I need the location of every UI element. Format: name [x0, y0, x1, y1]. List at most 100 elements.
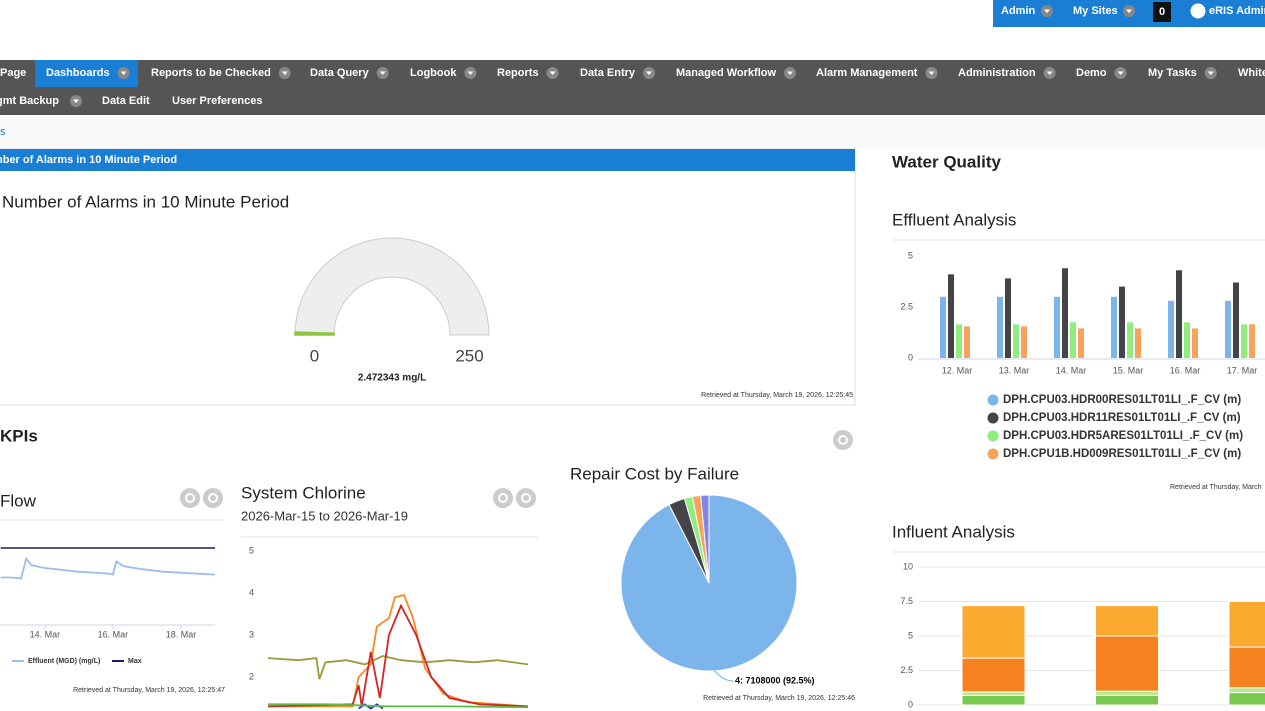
label-connector [712, 668, 734, 682]
expand-button[interactable] [833, 430, 853, 450]
nav-item[interactable]: Logbook [410, 67, 457, 79]
nav-item[interactable]: Page [0, 67, 26, 79]
dropdown-arrow-glyph [1207, 71, 1214, 75]
bar [1168, 300, 1174, 358]
icon-glyph [185, 493, 195, 503]
bar [1054, 296, 1060, 358]
y-tick-label: 3 [249, 629, 254, 639]
x-tick-label: 17. Mar [1227, 365, 1258, 375]
nav-item[interactable]: gmt Backup [0, 95, 59, 107]
bar [1192, 328, 1198, 358]
dropdown-arrow-glyph [1046, 71, 1053, 75]
line-series [0, 556, 215, 580]
avatar[interactable] [1190, 3, 1206, 19]
bar [1062, 268, 1068, 358]
chart-title: Flow [0, 491, 37, 510]
stacked-bar-segment [1095, 635, 1159, 692]
y-tick-label: 0 [908, 699, 913, 709]
legend-label[interactable]: DPH.CPU03.HDR11RES01LT01LI_.F_CV (m) [1003, 412, 1241, 424]
icon-buttons [180, 430, 853, 508]
dropdown-arrow-glyph [73, 99, 79, 103]
bar [1127, 322, 1133, 358]
x-tick-label: 12. Mar [942, 365, 973, 375]
line-series [268, 594, 528, 708]
breadcrumb[interactable]: s [0, 126, 6, 138]
bar [940, 296, 946, 358]
dropdown-arrow-glyph [1044, 9, 1050, 13]
bar [1249, 324, 1255, 358]
nav-item[interactable]: White [1238, 67, 1265, 79]
nav-item[interactable]: Administration [958, 67, 1036, 79]
stacked-bar-segment [1228, 692, 1265, 706]
legend-label[interactable]: Max [128, 658, 142, 665]
bar [1021, 326, 1027, 358]
nav-item[interactable]: User Preferences [172, 95, 263, 107]
user-name[interactable]: eRIS Admin [1209, 5, 1265, 17]
nav-item[interactable]: Data Edit [102, 95, 150, 107]
y-tick-label: 5 [908, 630, 913, 640]
nav-item[interactable]: Demo [1076, 67, 1107, 79]
badge-box [1153, 2, 1171, 22]
y-tick-label: 4 [249, 587, 254, 597]
refresh-button[interactable] [493, 488, 513, 508]
x-tick-label: 13. Mar [999, 365, 1030, 375]
line-series [268, 603, 528, 708]
legend-label[interactable]: DPH.CPU1B.HD009RES01LT01LI_.F_CV (m) [1003, 448, 1241, 460]
gauge-min: 0 [310, 346, 319, 365]
nav-item[interactable]: Managed Workflow [676, 67, 776, 79]
dropdown-arrow-glyph [549, 71, 556, 75]
stacked-bar-segment [1228, 601, 1265, 648]
top-menu-item[interactable]: Admin [1001, 5, 1036, 17]
bar [1013, 324, 1019, 358]
bar [1233, 282, 1239, 358]
stacked-bar-segment [1228, 646, 1265, 689]
stacked-bar-segment [961, 605, 1026, 659]
nav-item[interactable]: Data Query [310, 67, 370, 79]
bar [1078, 328, 1084, 358]
line-series [268, 703, 528, 709]
bar [1119, 286, 1125, 358]
bar [1225, 300, 1231, 358]
refresh-button[interactable] [180, 488, 200, 508]
chart-title: System Chlorine [241, 483, 366, 502]
stacked-bar-segment [1228, 687, 1265, 694]
plot-area [268, 594, 528, 710]
expand-button[interactable] [203, 488, 223, 508]
x-tick-label: 14. Mar [30, 629, 61, 639]
y-tick-label: 2.5 [900, 301, 913, 311]
stacked-bar-segment [1095, 694, 1159, 706]
dropdown-arrow-glyph [787, 71, 794, 75]
chart-subtitle: 2026-Mar-15 to 2026-Mar-19 [241, 508, 408, 523]
chart-title: Repair Cost by Failure [570, 464, 739, 483]
icon-glyph [521, 493, 531, 503]
nav-item[interactable]: Dashboards [46, 67, 110, 79]
y-tick-label: 2 [249, 671, 254, 681]
legend-label[interactable]: Effluent (MGD) (mg/L) [28, 658, 100, 665]
legend-label[interactable]: DPH.CPU03.HDR00RES01LT01LI_.F_CV (m) [1003, 394, 1241, 406]
bar [956, 324, 962, 358]
nav-item[interactable]: Alarm Management [816, 67, 918, 79]
stacked-bar-segment [1095, 605, 1159, 637]
bar [1005, 278, 1011, 358]
x-tick-label: 16. Mar [98, 629, 129, 639]
retrieved-note: Retrieved at Thursday, March [1170, 484, 1262, 491]
y-tick-label: 0 [908, 352, 913, 362]
bar [948, 274, 954, 358]
x-tick-label: 14. Mar [1056, 365, 1087, 375]
gauge-max: 250 [455, 346, 483, 365]
nav-item[interactable]: Reports to be Checked [151, 67, 271, 79]
badge[interactable]: 0 [1159, 6, 1165, 18]
x-tick-label: 15. Mar [1113, 365, 1144, 375]
top-menu-item[interactable]: My Sites [1073, 5, 1118, 17]
nav-item[interactable]: My Tasks [1148, 67, 1197, 79]
dropdown-arrow-glyph [646, 71, 653, 75]
bar [1176, 270, 1182, 358]
nav-item[interactable]: Data Entry [580, 67, 636, 79]
expand-button[interactable] [516, 488, 536, 508]
legend-swatch [987, 430, 999, 442]
nav-item[interactable]: Reports [497, 67, 539, 79]
x-tick-label: 18. Mar [166, 629, 197, 639]
section-title: Water Quality [892, 152, 1001, 171]
legend-label[interactable]: DPH.CPU03.HDR5ARES01LT01LI_.F_CV (m) [1003, 430, 1243, 442]
icon-glyph [838, 435, 848, 445]
